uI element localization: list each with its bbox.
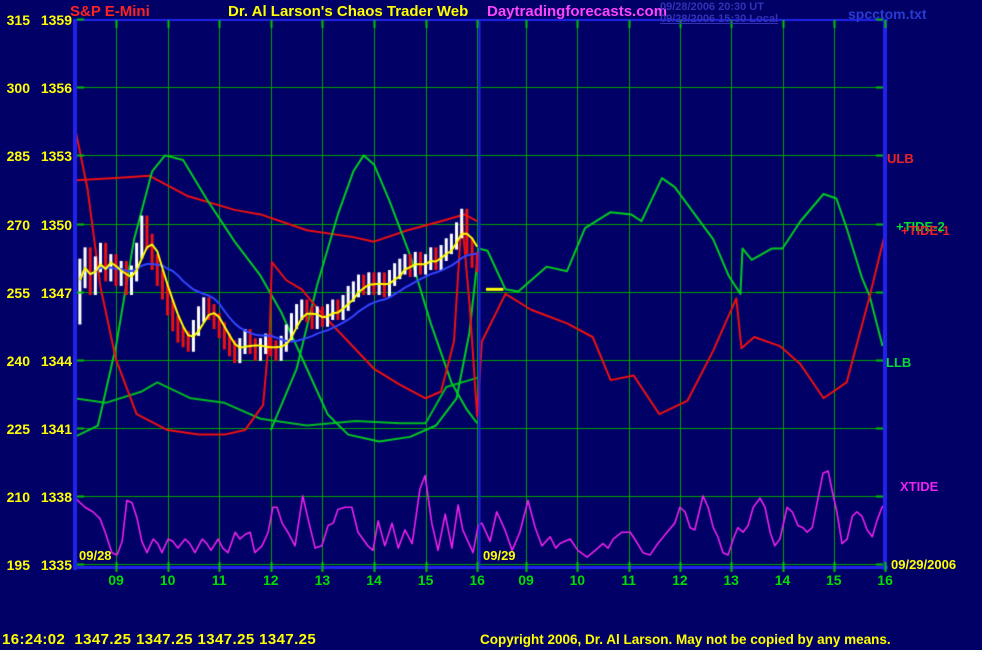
day2-date-label: 09/29 — [483, 548, 516, 563]
y-axis-label: 285 1353 — [2, 148, 72, 164]
hour-label: 15 — [826, 572, 842, 588]
y-axis-label: 195 1335 — [2, 557, 72, 573]
right-date-label: 09/29/2006 — [891, 557, 957, 572]
hour-label: 09 — [108, 572, 124, 588]
xtide-label: XTIDE — [900, 479, 939, 494]
quote-line: 16:24:02 1347.25 1347.25 1347.25 1347.25 — [2, 631, 317, 648]
price-scale-value: 1335 — [40, 557, 72, 573]
hour-label: 14 — [366, 572, 382, 588]
y-axis-label: 270 1350 — [2, 217, 72, 233]
hour-label: 15 — [417, 572, 434, 588]
hour-label: 16 — [877, 572, 893, 588]
points-scale-value: 225 — [6, 420, 30, 437]
price-scale-value: 1350 — [40, 216, 72, 233]
hour-label: 11 — [621, 572, 636, 588]
points-scale-value: 210 — [6, 488, 30, 505]
y-axis-label: 255 1347 — [2, 285, 72, 301]
llb-label: LLB — [886, 355, 912, 370]
price-scale-value: 1347 — [40, 284, 72, 301]
y-axis-label: 300 1356 — [2, 80, 72, 96]
y-axis-label: 210 1338 — [2, 489, 72, 505]
hour-label: 13 — [723, 572, 739, 588]
symbol-label: S&P E-Mini — [70, 3, 150, 20]
hour-label: 13 — [314, 572, 331, 588]
price-scale-value: 1353 — [40, 148, 72, 165]
points-scale-value: 240 — [6, 352, 30, 369]
points-scale-value: 315 — [6, 12, 30, 29]
timestamp-local: 09/28/2006 15:30 Local — [660, 13, 779, 25]
hour-label: 12 — [672, 572, 688, 588]
hour-label: 16 — [469, 572, 485, 588]
page-title: Dr. Al Larson's Chaos Trader Web — [228, 3, 469, 20]
-tide-1-label: +TIDE-1 — [901, 223, 950, 238]
hour-label: 11 — [211, 572, 227, 588]
day1-date-label: 09/28 — [79, 548, 112, 563]
ulb-label: ULB — [887, 151, 914, 166]
hour-label: 14 — [774, 572, 791, 588]
hour-label: 10 — [569, 572, 586, 588]
hour-label: 09 — [518, 572, 534, 588]
timestamp-ut: 09/28/2006 20:30 UT — [660, 1, 764, 13]
hour-label: 10 — [159, 572, 176, 588]
points-scale-value: 300 — [6, 80, 30, 97]
copyright-notice: Copyright 2006, Dr. Al Larson. May not b… — [480, 632, 891, 647]
y-axis-label: 240 1344 — [2, 353, 72, 369]
price-scale-value: 1359 — [40, 12, 72, 29]
points-scale-value: 255 — [6, 284, 30, 301]
points-scale-value: 285 — [6, 148, 30, 165]
data-file-link[interactable]: spcctom.txt — [848, 6, 927, 22]
-tide-2-label: +TIDE-2 — [896, 219, 945, 234]
y-axis-label: 225 1341 — [2, 421, 72, 437]
price-scale-value: 1341 — [40, 420, 72, 437]
points-scale-value: 270 — [6, 216, 30, 233]
site-link[interactable]: Daytradingforecasts.com — [487, 3, 668, 20]
hour-label: 12 — [263, 572, 279, 588]
price-scale-value: 1338 — [40, 488, 72, 505]
price-scale-value: 1344 — [40, 352, 72, 369]
price-scale-value: 1356 — [40, 80, 72, 97]
y-axis-label: 315 1359 — [2, 12, 72, 28]
points-scale-value: 195 — [6, 557, 30, 573]
